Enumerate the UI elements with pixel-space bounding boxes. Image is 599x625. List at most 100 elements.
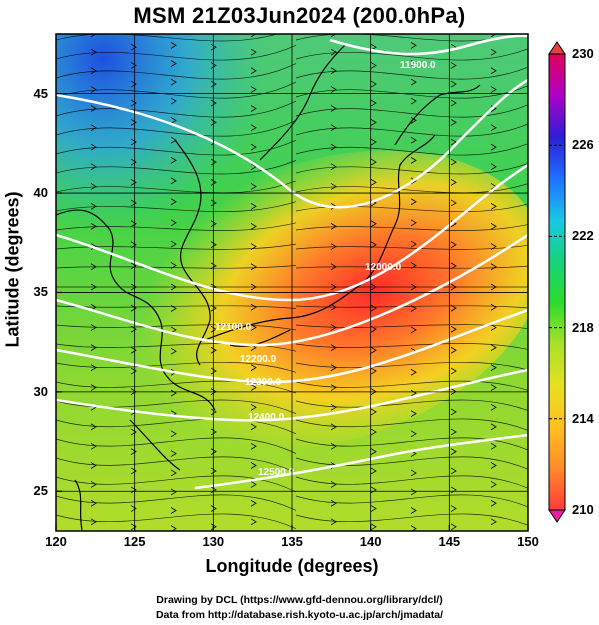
wind-arrow [370,241,377,249]
wind-arrow [450,486,457,494]
wind-arrow [170,430,177,438]
streamline [295,85,528,99]
wind-arrow [490,143,497,151]
wind-arrow [370,428,377,436]
streamline [295,143,528,156]
x-tick-label: 150 [517,534,539,549]
wind-arrow [90,283,97,291]
wind-arrow [370,367,377,375]
wind-arrow [370,99,377,107]
wind-arrow [90,423,97,431]
streamline [295,418,528,431]
wind-arrow [450,119,457,126]
wind-arrow [250,48,257,56]
streamline [56,380,297,394]
height-contour [56,78,528,209]
wind-arrow [330,283,337,291]
credit-drawing: Drawing by DCL (https://www.gfd-dennou.o… [156,594,443,606]
y-tick-label: 45 [33,85,48,101]
wind-arrow [130,80,137,88]
wind-arrow [210,99,217,107]
wind-arrow [450,262,457,270]
chart-title: MSM 21Z03Jun2024 (200.0hPa) [133,3,466,28]
wind-arrow [250,124,257,132]
streamline [56,494,297,511]
wind-arrow [90,243,97,250]
wind-arrow [370,283,377,291]
wind-arrow [130,448,137,455]
wind-arrow [490,283,497,291]
y-tick-label: 40 [33,185,48,201]
contour-label: 11900.0 [400,60,436,71]
streamline [295,66,528,80]
wind-arrow [330,67,337,75]
wind-arrow [490,243,497,250]
wind-arrow [210,220,217,228]
wind-arrow [250,263,257,271]
streamline [56,120,297,137]
wind-arrow [250,283,257,291]
streamline [295,48,528,61]
height-contour [56,308,528,384]
wind-arrow [250,462,257,469]
wind-arrow [170,117,177,124]
wind-arrow [130,486,137,494]
wind-arrow [210,486,217,494]
streamline [295,361,528,371]
wind-arrow [370,448,377,455]
colorbar-max-arrow [548,41,566,55]
wind-arrow [210,408,217,416]
wind-arrow [450,325,457,333]
wind-arrow [90,48,97,56]
wind-arrow [490,344,497,351]
wind-arrow [90,223,97,230]
wind-arrow [410,507,417,514]
wind-arrow [130,523,137,531]
wind-arrow [330,143,337,151]
wind-arrow [330,183,337,190]
x-tick-label: 120 [45,534,67,549]
wind-arrow [490,263,497,271]
wind-arrow [250,105,257,112]
wind-arrow [210,505,217,512]
wind-arrow [451,26,456,32]
wind-arrow [490,223,497,230]
wind-arrow [330,105,337,112]
wind-arrow [90,183,97,190]
wind-arrow [450,241,457,249]
wind-arrow [170,507,177,514]
wind-arrow [210,62,217,69]
wind-arrow [90,324,97,331]
wind-arrow [370,467,377,475]
streamline [56,265,297,269]
colorbar-tick-label: 210 [572,502,594,517]
streamline [56,324,297,331]
wind-arrow [210,158,217,166]
streamline [295,224,528,231]
wind-arrow [90,462,97,469]
wind-arrow [210,304,217,312]
wind-arrow [370,523,377,531]
wind-arrow [490,163,497,171]
wind-arrow [130,119,137,126]
wind-arrow [410,410,417,417]
wind-arrow [170,283,177,291]
wind-arrow [130,62,137,69]
streamline [295,399,528,412]
wind-arrow [490,403,497,411]
streamline [56,201,297,213]
wind-arrow [410,430,417,438]
wind-arrow [370,80,377,88]
wind-arrow [450,199,457,207]
wind-arrow [130,467,137,475]
y-tick-label: 30 [33,383,48,399]
wind-arrow [410,326,417,334]
wind-arrow [250,423,257,431]
x-tick-label: 125 [123,534,146,549]
wind-arrow [170,240,177,248]
wind-arrow [171,25,176,31]
wind-arrow [450,367,457,375]
wind-arrow [410,488,417,496]
wind-arrow [330,48,337,56]
wind-arrow [330,518,337,526]
